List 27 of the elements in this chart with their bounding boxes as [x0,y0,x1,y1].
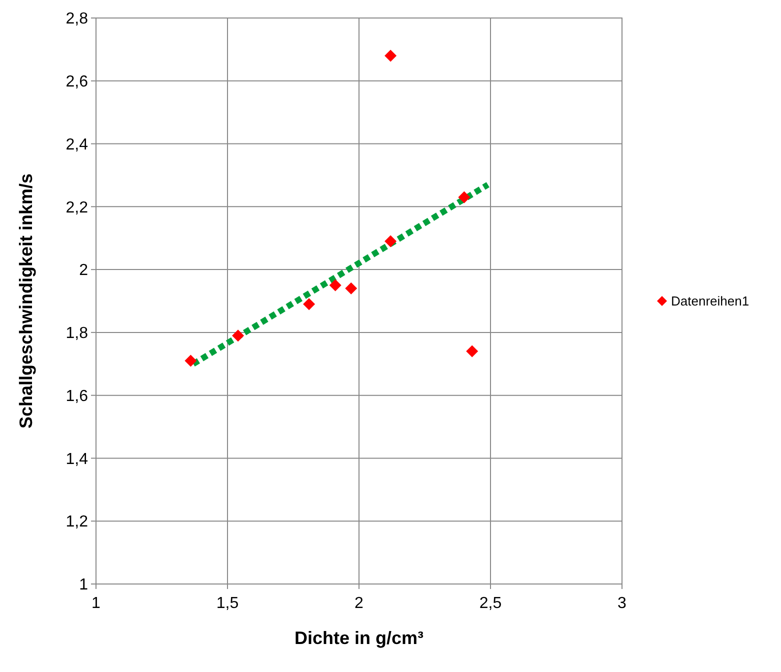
y-tick-label: 1 [79,576,88,594]
point [384,50,397,62]
point [458,191,470,204]
legend-label: Datenreihen1 [671,294,750,309]
y-tick-label: 2,6 [66,73,88,90]
x-axis-title: Dichte in g/cm³ [294,628,424,648]
point [466,345,478,358]
x-tick-label: 2 [354,595,364,612]
y-tick-label: 1,2 [66,514,88,531]
point [329,279,342,292]
y-tick-label: 2 [79,262,88,280]
point [345,282,358,294]
y-tick-label: 1,8 [66,325,88,342]
point [384,235,397,248]
y-tick-label: 2,2 [66,199,88,216]
point [232,330,244,342]
y-tick-label: 1,6 [66,388,88,405]
point [184,354,197,367]
y-tick-label: 2,8 [66,10,88,28]
x-tick-label: 1,5 [216,595,239,612]
x-tick-label: 1 [92,595,101,612]
x-tick-label: 2,5 [479,595,502,612]
y-axis-title: Schallgeschwindigkeit inkm/s [16,173,36,429]
y-tick-label: 2,4 [66,136,88,154]
y-tick-label: 1,4 [66,450,88,468]
point [303,298,316,310]
x-tick-label: 3 [618,595,627,612]
